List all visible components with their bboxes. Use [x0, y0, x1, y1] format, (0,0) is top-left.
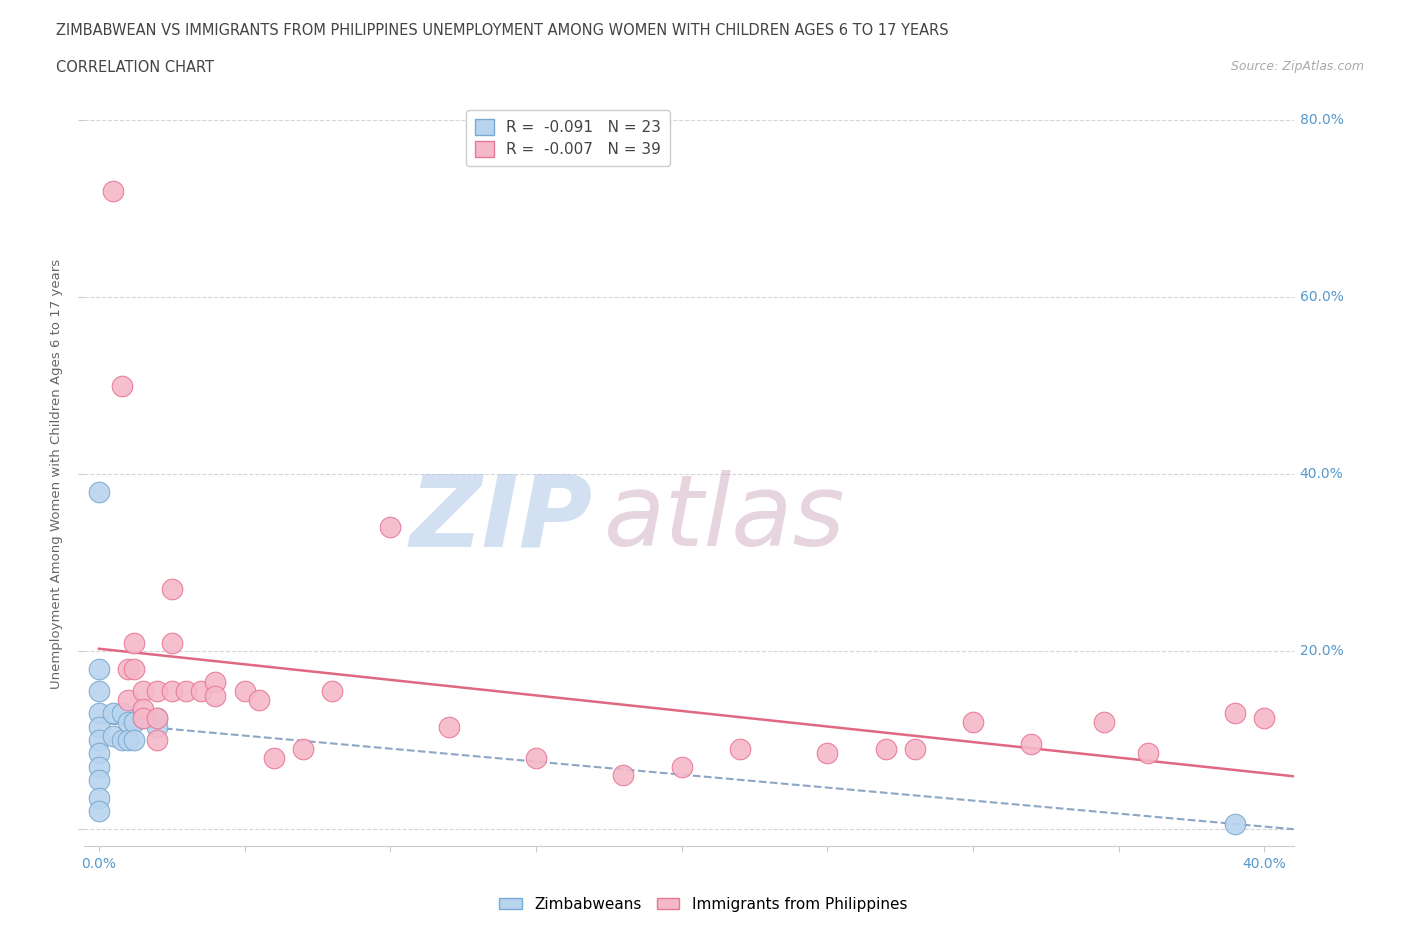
Point — [962, 715, 984, 730]
Point — [815, 746, 838, 761]
Point — [111, 733, 134, 748]
Point — [111, 379, 134, 393]
Point — [204, 675, 226, 690]
Point — [122, 733, 145, 748]
Point — [524, 751, 547, 765]
Text: ZIP: ZIP — [409, 471, 592, 567]
Point — [190, 684, 212, 698]
Point — [1225, 817, 1247, 831]
Point — [117, 715, 139, 730]
Point — [146, 711, 169, 725]
Point — [291, 741, 314, 756]
Point — [612, 768, 634, 783]
Point — [146, 719, 169, 734]
Text: 40.0%: 40.0% — [1299, 467, 1343, 482]
Point — [1092, 715, 1115, 730]
Point — [1225, 706, 1247, 721]
Point — [103, 728, 125, 743]
Point — [131, 684, 153, 698]
Point — [103, 706, 125, 721]
Text: atlas: atlas — [605, 471, 846, 567]
Point — [122, 715, 145, 730]
Point — [87, 773, 110, 788]
Point — [87, 790, 110, 805]
Point — [1136, 746, 1159, 761]
Text: Source: ZipAtlas.com: Source: ZipAtlas.com — [1230, 60, 1364, 73]
Point — [117, 662, 139, 677]
Point — [87, 485, 110, 499]
Point — [160, 582, 183, 597]
Point — [437, 719, 460, 734]
Text: 80.0%: 80.0% — [1299, 113, 1344, 127]
Point — [122, 635, 145, 650]
Point — [87, 746, 110, 761]
Point — [87, 662, 110, 677]
Point — [671, 759, 693, 774]
Point — [204, 688, 226, 703]
Point — [117, 733, 139, 748]
Point — [117, 693, 139, 708]
Point — [103, 183, 125, 198]
Point — [87, 759, 110, 774]
Text: 20.0%: 20.0% — [1299, 644, 1343, 658]
Point — [131, 711, 153, 725]
Point — [146, 711, 169, 725]
Point — [233, 684, 256, 698]
Point — [87, 733, 110, 748]
Point — [122, 662, 145, 677]
Point — [131, 701, 153, 716]
Point — [176, 684, 198, 698]
Point — [111, 706, 134, 721]
Point — [728, 741, 751, 756]
Point — [87, 719, 110, 734]
Y-axis label: Unemployment Among Women with Children Ages 6 to 17 years: Unemployment Among Women with Children A… — [49, 259, 63, 689]
Point — [146, 733, 169, 748]
Point — [263, 751, 285, 765]
Point — [87, 706, 110, 721]
Point — [1019, 737, 1042, 751]
Point — [1253, 711, 1275, 725]
Point — [160, 635, 183, 650]
Point — [146, 684, 169, 698]
Point — [247, 693, 270, 708]
Text: 60.0%: 60.0% — [1299, 290, 1344, 304]
Point — [87, 804, 110, 818]
Text: ZIMBABWEAN VS IMMIGRANTS FROM PHILIPPINES UNEMPLOYMENT AMONG WOMEN WITH CHILDREN: ZIMBABWEAN VS IMMIGRANTS FROM PHILIPPINE… — [56, 23, 949, 38]
Legend: Zimbabweans, Immigrants from Philippines: Zimbabweans, Immigrants from Philippines — [492, 891, 914, 918]
Point — [904, 741, 927, 756]
Point — [131, 711, 153, 725]
Point — [321, 684, 343, 698]
Legend: R =  -0.091   N = 23, R =  -0.007   N = 39: R = -0.091 N = 23, R = -0.007 N = 39 — [467, 110, 669, 166]
Point — [87, 684, 110, 698]
Text: CORRELATION CHART: CORRELATION CHART — [56, 60, 214, 75]
Point — [875, 741, 897, 756]
Point — [160, 684, 183, 698]
Point — [380, 520, 402, 535]
